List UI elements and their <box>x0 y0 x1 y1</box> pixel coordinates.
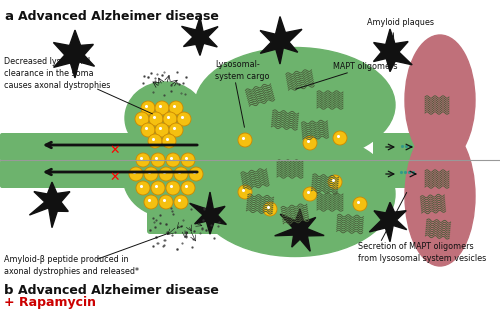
Text: ✕: ✕ <box>110 170 120 183</box>
Polygon shape <box>190 192 226 234</box>
Circle shape <box>263 202 277 216</box>
Text: Amyloid-β peptide produced in
axonal dystrophies and released*: Amyloid-β peptide produced in axonal dys… <box>4 255 139 276</box>
Polygon shape <box>374 29 412 72</box>
Circle shape <box>238 133 252 147</box>
Text: Decreased lysosomal
clearance in the soma
causes axonal dystrophies: Decreased lysosomal clearance in the som… <box>4 57 110 90</box>
Circle shape <box>136 181 150 195</box>
Circle shape <box>177 112 191 126</box>
Circle shape <box>136 153 150 167</box>
Polygon shape <box>30 182 70 228</box>
Circle shape <box>166 181 180 195</box>
Circle shape <box>155 101 169 115</box>
Circle shape <box>141 101 155 115</box>
Circle shape <box>189 167 203 181</box>
Text: Advanced Alzheimer disease: Advanced Alzheimer disease <box>18 10 219 23</box>
Text: Advanced Alzheimer disease: Advanced Alzheimer disease <box>18 284 219 297</box>
Circle shape <box>174 167 188 181</box>
Circle shape <box>129 167 143 181</box>
Circle shape <box>151 181 165 195</box>
Text: MAPT oligomers: MAPT oligomers <box>333 62 398 71</box>
Circle shape <box>135 112 149 126</box>
FancyBboxPatch shape <box>147 127 323 197</box>
Circle shape <box>149 112 163 126</box>
Circle shape <box>238 185 252 199</box>
FancyBboxPatch shape <box>0 160 204 188</box>
Circle shape <box>174 195 188 209</box>
Polygon shape <box>260 17 302 64</box>
Ellipse shape <box>125 82 205 154</box>
Circle shape <box>162 134 176 148</box>
Polygon shape <box>182 17 218 56</box>
Polygon shape <box>54 30 94 78</box>
Ellipse shape <box>405 35 475 165</box>
Circle shape <box>159 167 173 181</box>
Polygon shape <box>274 209 324 251</box>
Circle shape <box>144 195 158 209</box>
Circle shape <box>181 153 195 167</box>
Text: b: b <box>4 284 14 297</box>
Text: a: a <box>4 10 13 23</box>
Circle shape <box>353 197 367 211</box>
FancyBboxPatch shape <box>147 154 323 234</box>
Ellipse shape <box>195 131 395 256</box>
Circle shape <box>303 136 317 150</box>
Circle shape <box>333 131 347 145</box>
Circle shape <box>151 153 165 167</box>
Text: + Rapamycin: + Rapamycin <box>4 296 96 309</box>
Text: Secretion of MAPT oligomers
from lysosomal system vesicles: Secretion of MAPT oligomers from lysosom… <box>358 242 486 263</box>
Text: Lysosomal-
system cargo: Lysosomal- system cargo <box>215 60 270 81</box>
Circle shape <box>303 187 317 201</box>
Text: ✕: ✕ <box>110 144 120 157</box>
Circle shape <box>163 112 177 126</box>
Circle shape <box>181 181 195 195</box>
FancyBboxPatch shape <box>373 133 437 161</box>
Circle shape <box>169 123 183 137</box>
Circle shape <box>144 167 158 181</box>
FancyBboxPatch shape <box>0 133 204 161</box>
Circle shape <box>141 123 155 137</box>
Ellipse shape <box>195 48 395 162</box>
Ellipse shape <box>405 126 475 266</box>
Circle shape <box>169 101 183 115</box>
Circle shape <box>148 134 162 148</box>
Ellipse shape <box>123 135 213 217</box>
Circle shape <box>159 195 173 209</box>
Circle shape <box>328 175 342 189</box>
FancyBboxPatch shape <box>373 160 437 188</box>
Polygon shape <box>370 202 406 242</box>
Text: Amyloid plaques: Amyloid plaques <box>367 18 434 27</box>
Circle shape <box>166 153 180 167</box>
Circle shape <box>155 123 169 137</box>
